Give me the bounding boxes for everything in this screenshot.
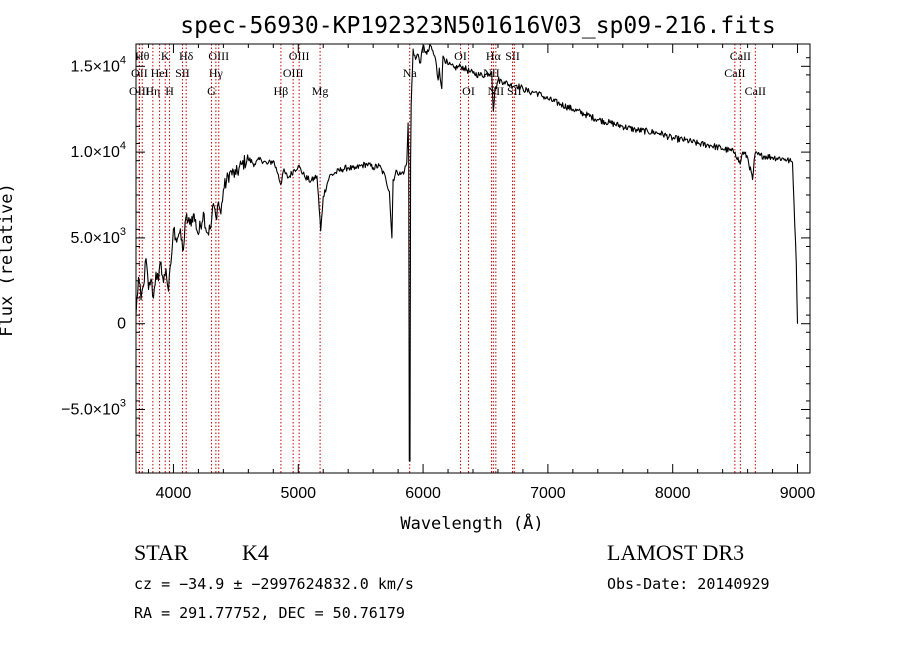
line-label-14: OIII [283, 66, 304, 80]
line-label-12: Hβ [274, 84, 289, 98]
x-tick-label-4: 8000 [655, 485, 691, 502]
x-tick-label-5: 9000 [780, 485, 816, 502]
x-tick-label-2: 6000 [405, 485, 441, 502]
line-label-22: NII [488, 84, 505, 98]
observation-date: Obs-Date: 20140929 [607, 575, 770, 593]
line-label-26: CaII [745, 84, 766, 98]
redshift-velocity: cz = −34.9 ± −2997624832.0 km/s [134, 575, 414, 593]
axis-ticks: 4000 5000 6000 7000 8000 9000 1.5×104 1.0×104 5.… [61, 44, 815, 502]
line-label-5: HeI [151, 66, 169, 80]
object-subclass: K4 [242, 540, 269, 565]
line-label-10: Hγ [209, 66, 224, 80]
line-label-8: Hδ [179, 49, 194, 63]
line-label-15: Mg [312, 84, 329, 98]
survey-name: LAMOST DR3 [607, 540, 745, 565]
line-label-13: OIII [289, 49, 310, 63]
chart-title: spec-56930-KP192323N501616V03_sp09-216.f… [180, 13, 775, 39]
y-axis-label: Flux (relative) [0, 183, 17, 337]
line-label-11: G [207, 84, 216, 98]
line-label-20: SII [505, 49, 520, 63]
line-label-6: H [165, 84, 174, 98]
y-tick-label-1: 1.0×104 [70, 140, 126, 161]
object-class: STAR [134, 540, 189, 565]
line-label-17: OI [454, 49, 467, 63]
line-label-3: Hη [145, 84, 160, 98]
line-label-16: Na [403, 66, 418, 80]
line-label-4: K [161, 49, 170, 63]
spectrum-line [135, 43, 799, 462]
coordinates: RA = 291.77752, DEC = 50.76179 [134, 604, 405, 622]
y-tick-label-3: 0 [117, 316, 126, 333]
line-label-25: CaII [724, 66, 745, 80]
x-tick-label-3: 7000 [530, 485, 566, 502]
line-label-7: SII [175, 66, 190, 80]
line-label-2: Hθ [135, 49, 150, 63]
plot-frame [135, 43, 811, 474]
x-tick-label-1: 5000 [280, 485, 316, 502]
line-label-9: OIII [208, 49, 229, 63]
line-label-24: CaII [730, 49, 751, 63]
y-tick-label-4: −5.0×103 [61, 398, 126, 419]
x-tick-label-0: 4000 [156, 485, 192, 502]
line-label-1: OIII [129, 84, 150, 98]
x-axis-label: Wavelength (Å) [400, 512, 543, 534]
y-tick-label-2: 5.0×103 [70, 226, 126, 247]
spectrum-series [135, 43, 799, 462]
line-label-19: Hα [486, 49, 502, 63]
y-tick-label-0: 1.5×104 [70, 54, 126, 75]
line-label-18: OI [462, 84, 475, 98]
